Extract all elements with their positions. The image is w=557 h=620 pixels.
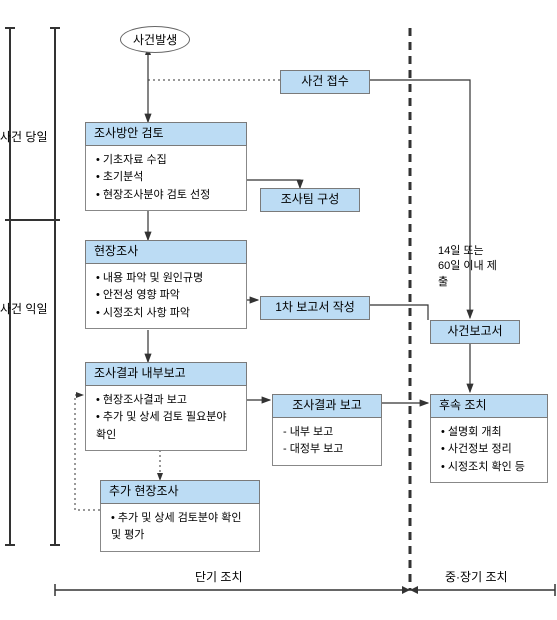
followup-item-1: 사건정보 정리 bbox=[441, 441, 537, 459]
timeline-label-next-day: 사건 익일 bbox=[0, 300, 48, 317]
add-site-item-0: 추가 및 상세 검토분야 확인 및 평가 bbox=[111, 510, 249, 545]
result-sub-0: 내부 보고 bbox=[283, 424, 371, 442]
node-start: 사건발생 bbox=[120, 26, 190, 53]
node-team: 조사팀 구성 bbox=[260, 188, 360, 212]
followup-item-2: 시정조치 확인 등 bbox=[441, 459, 537, 477]
node-add-site-body: 추가 및 상세 검토분야 확인 및 평가 bbox=[100, 504, 260, 552]
node-followup-label: 후속 조치 bbox=[430, 394, 548, 418]
node-result-report: 조사결과 보고 내부 보고 대정부 보고 bbox=[272, 394, 382, 466]
node-intake: 사건 접수 bbox=[280, 70, 370, 94]
review-item-0: 기초자료 수집 bbox=[96, 152, 236, 170]
node-review: 조사방안 검토 기초자료 수집 초기분석 현장조사분야 검토 선정 bbox=[85, 122, 247, 211]
node-case-report: 사건보고서 bbox=[430, 320, 520, 344]
node-followup-body: 설명회 개최 사건정보 정리 시정조치 확인 등 bbox=[430, 418, 548, 484]
node-start-label: 사건발생 bbox=[120, 26, 190, 53]
node-followup: 후속 조치 설명회 개최 사건정보 정리 시정조치 확인 등 bbox=[430, 394, 548, 483]
node-internal-label: 조사결과 내부보고 bbox=[85, 362, 247, 386]
site-item-0: 내용 파악 및 원인규명 bbox=[96, 270, 236, 288]
review-item-2: 현장조사분야 검토 선정 bbox=[96, 187, 236, 205]
site-item-1: 안전성 영향 파악 bbox=[96, 287, 236, 305]
flowchart-stage: 사건 당일 사건 익일 14일 또는 60일 이내 제 출 단기 조치 중·장기… bbox=[0, 0, 557, 620]
node-site-label: 현장조사 bbox=[85, 240, 247, 264]
node-first-report-label: 1차 보고서 작성 bbox=[260, 296, 370, 320]
timeline-label-day-of: 사건 당일 bbox=[0, 128, 48, 145]
site-item-2: 시정조치 사항 파악 bbox=[96, 305, 236, 323]
phase-short-term: 단기 조치 bbox=[195, 568, 243, 585]
node-review-body: 기초자료 수집 초기분석 현장조사분야 검토 선정 bbox=[85, 146, 247, 212]
node-result-report-body: 내부 보고 대정부 보고 bbox=[272, 418, 382, 466]
internal-item-1: 추가 및 상세 검토 필요분야 확인 bbox=[96, 409, 236, 444]
internal-item-0: 현장조사결과 보고 bbox=[96, 392, 236, 410]
deadline-note: 14일 또는 60일 이내 제 출 bbox=[438, 244, 497, 290]
node-case-report-label: 사건보고서 bbox=[430, 320, 520, 344]
node-team-label: 조사팀 구성 bbox=[260, 188, 360, 212]
review-item-1: 초기분석 bbox=[96, 169, 236, 187]
node-result-report-label: 조사결과 보고 bbox=[272, 394, 382, 418]
node-internal: 조사결과 내부보고 현장조사결과 보고 추가 및 상세 검토 필요분야 확인 bbox=[85, 362, 247, 451]
deadline-line3: 출 bbox=[438, 275, 497, 290]
node-site: 현장조사 내용 파악 및 원인규명 안전성 영향 파악 시정조치 사항 파악 bbox=[85, 240, 247, 329]
phase-mid-long-term: 중·장기 조치 bbox=[445, 568, 508, 585]
result-sub-1: 대정부 보고 bbox=[283, 441, 371, 459]
node-site-body: 내용 파악 및 원인규명 안전성 영향 파악 시정조치 사항 파악 bbox=[85, 264, 247, 330]
node-review-label: 조사방안 검토 bbox=[85, 122, 247, 146]
deadline-line2: 60일 이내 제 bbox=[438, 259, 497, 274]
node-intake-label: 사건 접수 bbox=[280, 70, 370, 94]
followup-item-0: 설명회 개최 bbox=[441, 424, 537, 442]
node-add-site: 추가 현장조사 추가 및 상세 검토분야 확인 및 평가 bbox=[100, 480, 260, 552]
node-add-site-label: 추가 현장조사 bbox=[100, 480, 260, 504]
node-first-report: 1차 보고서 작성 bbox=[260, 296, 370, 320]
deadline-line1: 14일 또는 bbox=[438, 244, 497, 259]
node-internal-body: 현장조사결과 보고 추가 및 상세 검토 필요분야 확인 bbox=[85, 386, 247, 452]
